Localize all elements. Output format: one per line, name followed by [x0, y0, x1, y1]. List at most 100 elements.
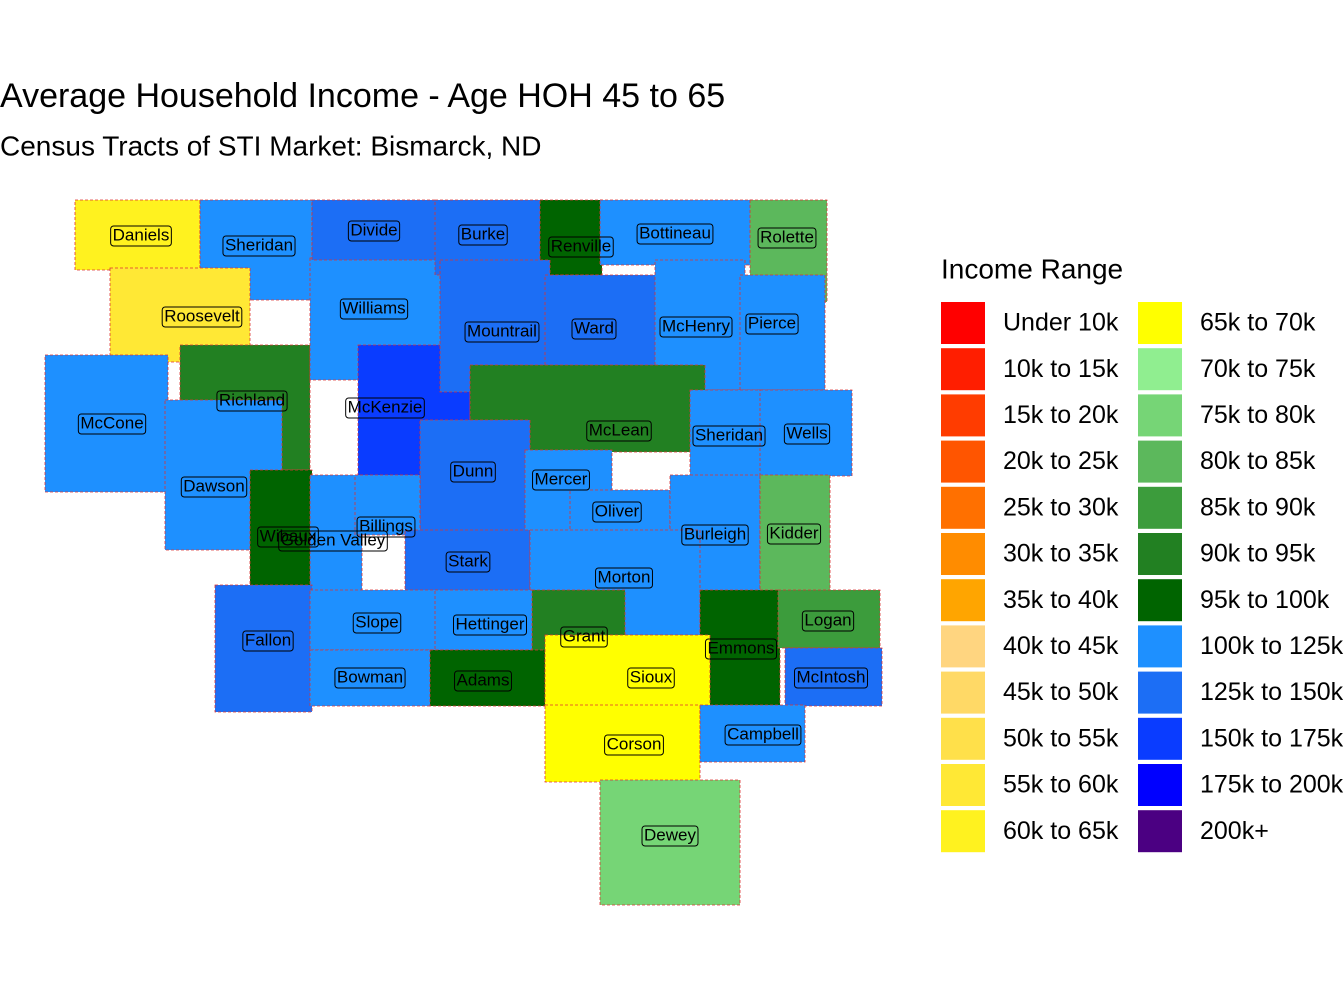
legend-swatch [941, 764, 985, 806]
county-region [544, 704, 701, 783]
county-label-box [458, 224, 508, 246]
county-label-box [641, 825, 699, 847]
legend: Under 10k 10k to 15k 15k to 20k 20k to 25k 2… [941, 302, 1344, 853]
legend-swatch [1138, 440, 1182, 483]
county-label-box [604, 734, 664, 756]
county-label-box [586, 420, 652, 442]
county-region [599, 199, 753, 266]
county-label-box [560, 626, 608, 648]
county-region [759, 474, 831, 593]
county-label: Dewey [644, 825, 696, 844]
county-label-box [592, 501, 642, 523]
county-label: Williams [342, 298, 405, 317]
county-region [404, 529, 531, 598]
county-label-box [783, 423, 831, 445]
legend-swatch [941, 348, 985, 391]
legend-swatch [941, 625, 985, 668]
legend-label: 40k to 45k [1003, 632, 1119, 660]
county-label: Burke [461, 224, 505, 243]
county-label-box [794, 667, 868, 689]
county-label: Logan [804, 610, 851, 629]
legend-swatch [1138, 625, 1182, 668]
county-label-box [339, 298, 409, 320]
county-region [759, 389, 853, 477]
county-label: Ward [574, 318, 614, 337]
county-label-box [110, 225, 172, 247]
legend-swatch [941, 671, 985, 714]
legend-label: 25k to 30k [1003, 493, 1119, 521]
county-label-box [801, 610, 855, 632]
county-label: Adams [457, 670, 510, 689]
legend-swatch [941, 302, 985, 344]
county-label-box [627, 667, 675, 689]
county-label: McLean [589, 420, 649, 439]
legend-label: 175k to 200k [1200, 771, 1344, 799]
county-region [249, 469, 313, 591]
county-label-box [347, 220, 401, 242]
county-label-box [222, 235, 296, 257]
county-label-box [766, 523, 822, 545]
county-label: Sheridan [225, 235, 293, 254]
legend-swatch [941, 394, 985, 437]
county-label-box [278, 530, 388, 552]
county-region [434, 589, 533, 651]
county-label: McHenry [662, 316, 731, 335]
county-label: Dunn [453, 461, 494, 480]
legend-swatch [941, 486, 985, 529]
county-label-box [532, 469, 590, 491]
legend-label: 95k to 100k [1200, 586, 1330, 614]
legend-label: 45k to 50k [1003, 678, 1119, 706]
legend-label: 85k to 90k [1200, 493, 1316, 521]
county-region [784, 647, 883, 707]
county-label: Roosevelt [164, 306, 240, 325]
county-label: McKenzie [348, 397, 423, 416]
legend-label: 90k to 95k [1200, 540, 1316, 568]
county-label-box [571, 318, 617, 340]
county-label-box [453, 614, 527, 636]
county-label: Mercer [535, 469, 588, 488]
county-label-box [724, 724, 802, 746]
map-subtitle: Census Tracts of STI Market: Bismarck, N… [0, 130, 541, 161]
labels: Daniels Sheridan Roosevelt McCone Richland Da… [77, 220, 868, 847]
county-region [699, 704, 806, 763]
legend-label: 30k to 35k [1003, 540, 1119, 568]
county-label-box [161, 306, 243, 328]
county-label: Rolette [760, 227, 814, 246]
county-label-box [454, 670, 512, 692]
legend-swatch [1138, 717, 1182, 760]
county-label-box [548, 236, 614, 258]
legend-label: 20k to 25k [1003, 447, 1119, 475]
county-label: Golden Valley [281, 530, 386, 549]
county-label: Renville [551, 236, 611, 255]
legend-label: 100k to 125k [1200, 632, 1344, 660]
county-label: Fallon [245, 630, 291, 649]
legend-label: 125k to 150k [1200, 678, 1344, 706]
county-label-box [356, 516, 416, 538]
legend-label: 55k to 60k [1003, 771, 1119, 799]
legend-swatch [1138, 348, 1182, 391]
county-label: McCone [80, 413, 143, 432]
legend-title: Income Range [941, 253, 1123, 284]
county-label-box [450, 461, 496, 483]
legend-label: 200k+ [1200, 817, 1269, 845]
county-label: Daniels [113, 225, 170, 244]
county-label: Campbell [727, 724, 799, 743]
county-region [419, 419, 531, 533]
legend-swatch [1138, 302, 1182, 344]
legend-swatch [941, 440, 985, 483]
county-label-box [216, 390, 288, 412]
county-label: Bowman [337, 667, 403, 686]
county-label-box [704, 638, 778, 660]
county-label: Corson [607, 734, 662, 753]
county-region [777, 589, 881, 649]
county-label-box [445, 551, 491, 573]
county-label: Sioux [630, 667, 673, 686]
county-region [699, 589, 781, 707]
county-label-box [692, 425, 766, 447]
county-label: Dawson [183, 476, 244, 495]
county-region [44, 354, 169, 493]
county-label-box [757, 227, 817, 249]
county-label-box [681, 524, 749, 546]
regions [44, 199, 883, 906]
county-region [309, 649, 433, 707]
